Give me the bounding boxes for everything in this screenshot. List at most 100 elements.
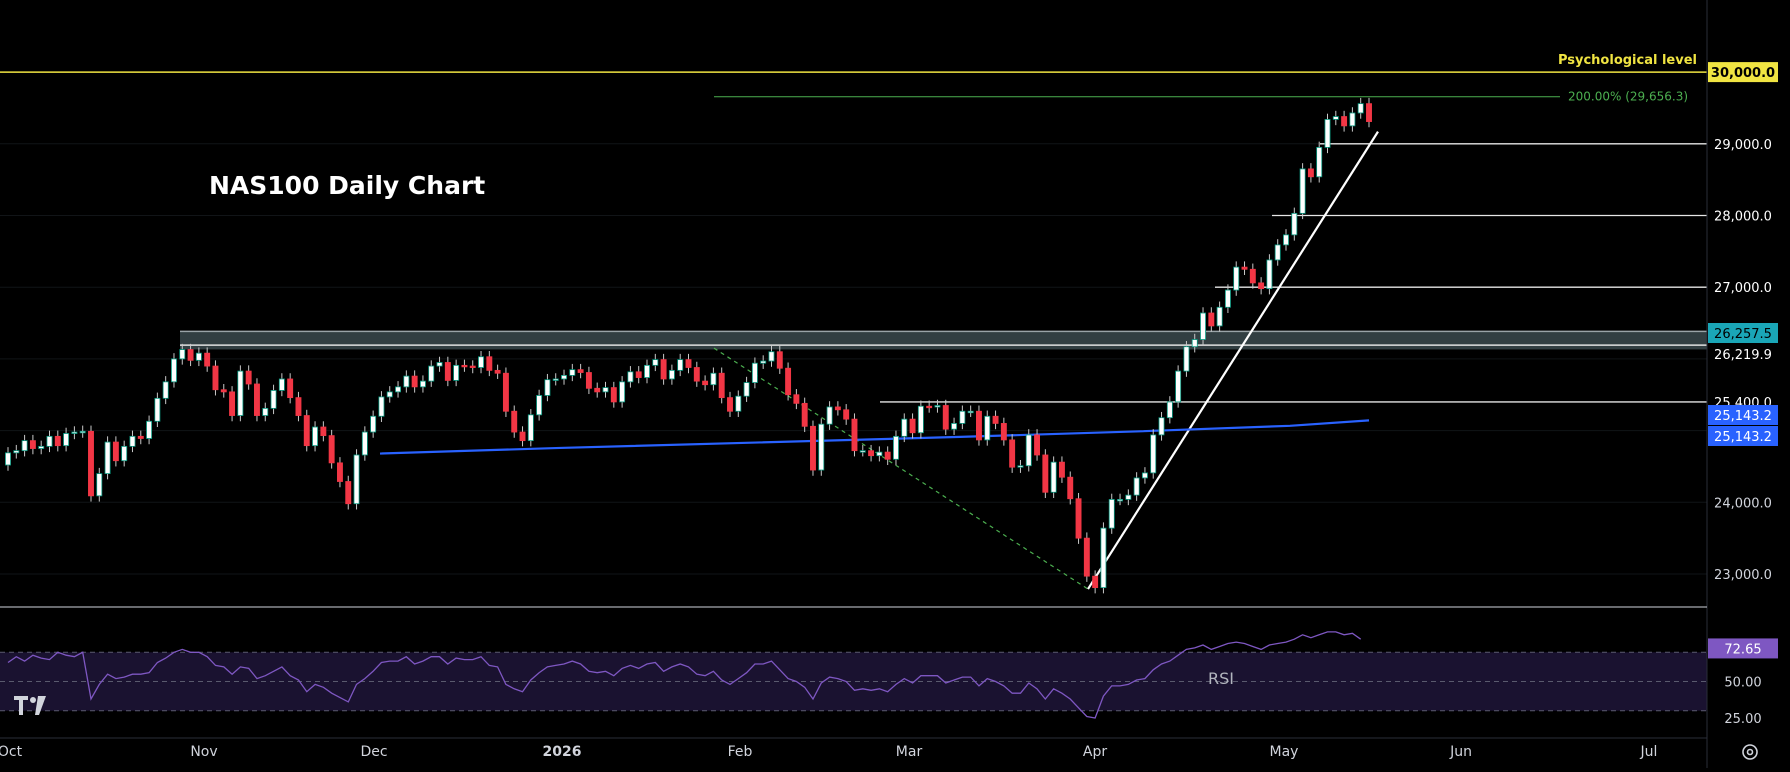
level-tag-2-bg bbox=[1708, 277, 1778, 298]
candle-body-36 bbox=[303, 415, 310, 447]
candle-body-34 bbox=[287, 378, 294, 399]
ma-tag-1-bg bbox=[1708, 405, 1778, 425]
candle-body-45 bbox=[378, 396, 385, 417]
x-tick-6: Apr bbox=[1083, 744, 1107, 760]
candle-body-60 bbox=[502, 372, 509, 412]
candle-body-146 bbox=[1216, 306, 1223, 327]
candle-body-132 bbox=[1100, 527, 1107, 589]
candle-body-135 bbox=[1125, 494, 1132, 500]
candle-body-16 bbox=[137, 435, 144, 439]
candle-body-62 bbox=[519, 431, 526, 442]
candle-body-53 bbox=[444, 362, 451, 381]
candle-body-40 bbox=[336, 462, 343, 482]
candle-body-57 bbox=[478, 356, 484, 368]
x-tick-8: Jun bbox=[1449, 744, 1472, 760]
candle-body-137 bbox=[1141, 472, 1148, 479]
candle-body-68 bbox=[569, 369, 576, 376]
candle-body-80 bbox=[668, 369, 675, 380]
candle-body-71 bbox=[594, 387, 601, 393]
candle-body-90 bbox=[751, 362, 758, 383]
candle-body-92 bbox=[768, 351, 775, 362]
candle-body-126 bbox=[1050, 461, 1057, 493]
candle-body-4 bbox=[38, 445, 45, 449]
candle-body-56 bbox=[469, 365, 476, 368]
candle-body-69 bbox=[577, 369, 584, 373]
candle-body-63 bbox=[527, 414, 534, 442]
candle-body-18 bbox=[154, 397, 161, 422]
x-tick-1: Nov bbox=[190, 744, 217, 760]
candle-body-74 bbox=[619, 381, 626, 403]
candle-body-81 bbox=[677, 359, 684, 371]
zone-lower-tag-bg bbox=[1708, 344, 1778, 364]
candle-body-11 bbox=[96, 473, 103, 497]
x-tick-3: 2026 bbox=[543, 744, 582, 760]
candle-body-19 bbox=[162, 381, 169, 399]
candle-body-25 bbox=[212, 365, 219, 391]
candle-body-87 bbox=[727, 397, 733, 412]
level-tag-1-bg bbox=[1708, 205, 1778, 226]
level-tag-2: 27,000.0 bbox=[1714, 281, 1772, 296]
candle-body-15 bbox=[129, 435, 136, 447]
candle-body-136 bbox=[1133, 477, 1140, 496]
ma-tag-2: 25,143.2 bbox=[1714, 430, 1772, 445]
candle-body-106 bbox=[884, 451, 891, 460]
candle-body-44 bbox=[370, 415, 377, 433]
candle-body-67 bbox=[561, 374, 567, 380]
candle-body-9 bbox=[79, 430, 86, 434]
candle-body-76 bbox=[635, 371, 642, 378]
level-tag-0: 29,000.0 bbox=[1714, 138, 1772, 153]
candle-body-145 bbox=[1208, 312, 1215, 327]
candle-body-48 bbox=[403, 375, 410, 388]
candle-body-121 bbox=[1009, 439, 1016, 468]
candle-body-28 bbox=[237, 370, 244, 416]
candle-body-70 bbox=[585, 372, 592, 389]
candle-body-37 bbox=[312, 426, 319, 447]
candle-body-3 bbox=[29, 440, 36, 449]
x-tick-9: Jul bbox=[1640, 744, 1658, 760]
candle-body-77 bbox=[644, 364, 650, 378]
candle-body-54 bbox=[453, 364, 460, 381]
candle-body-20 bbox=[171, 358, 177, 383]
candle-body-41 bbox=[345, 481, 352, 505]
ma-tag-2-bg bbox=[1708, 426, 1778, 446]
candle-body-78 bbox=[652, 359, 659, 366]
candle-body-142 bbox=[1183, 346, 1190, 372]
rsi-value-tag-bg bbox=[1708, 638, 1778, 659]
rsi-value-tag: 72.65 bbox=[1724, 642, 1761, 657]
candle-body-23 bbox=[195, 352, 202, 361]
candle-body-147 bbox=[1224, 289, 1231, 308]
candle-body-155 bbox=[1291, 212, 1298, 236]
candle-body-6 bbox=[54, 435, 61, 447]
candle-body-84 bbox=[702, 380, 709, 386]
x-tick-0: Oct bbox=[0, 744, 23, 760]
candle-body-65 bbox=[544, 379, 551, 396]
candle-body-108 bbox=[901, 418, 908, 437]
x-tick-5: Mar bbox=[896, 744, 923, 760]
rsi-line bbox=[7, 631, 1362, 719]
candle-body-38 bbox=[320, 426, 327, 437]
candle-body-24 bbox=[204, 352, 211, 367]
candle-body-114 bbox=[951, 423, 958, 430]
settings-gear-icon[interactable] bbox=[1742, 744, 1758, 760]
chart-title: NAS100 Daily Chart bbox=[209, 171, 485, 200]
candle-body-148 bbox=[1233, 266, 1240, 291]
candle-body-139 bbox=[1158, 417, 1165, 436]
candle-body-58 bbox=[486, 356, 493, 371]
level-tag-1: 28,000.0 bbox=[1714, 210, 1772, 225]
candle-body-125 bbox=[1042, 454, 1049, 493]
candle-body-66 bbox=[552, 378, 559, 381]
candle-body-96 bbox=[801, 402, 808, 427]
candle-body-47 bbox=[395, 386, 401, 393]
candle-body-26 bbox=[220, 389, 227, 393]
candle-body-0 bbox=[5, 452, 11, 466]
candle-body-110 bbox=[917, 405, 924, 434]
rsi-label: RSI bbox=[1208, 669, 1234, 688]
candle-body-143 bbox=[1191, 339, 1198, 348]
candle-body-113 bbox=[942, 405, 949, 430]
x-tick-4: Feb bbox=[728, 744, 753, 760]
y-tick-23000: 23,000.0 bbox=[1714, 568, 1772, 583]
candle-body-157 bbox=[1307, 168, 1314, 178]
candle-body-164 bbox=[1366, 103, 1372, 122]
candle-body-141 bbox=[1175, 370, 1182, 403]
